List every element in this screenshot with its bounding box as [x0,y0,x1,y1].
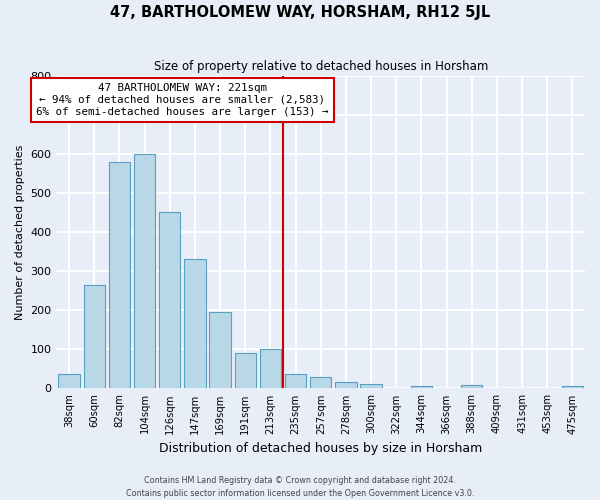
Y-axis label: Number of detached properties: Number of detached properties [15,144,25,320]
Text: 47 BARTHOLOMEW WAY: 221sqm
← 94% of detached houses are smaller (2,583)
6% of se: 47 BARTHOLOMEW WAY: 221sqm ← 94% of deta… [36,84,329,116]
Bar [209,312,231,388]
Bar [461,384,482,388]
Text: 47, BARTHOLOMEW WAY, HORSHAM, RH12 5JL: 47, BARTHOLOMEW WAY, HORSHAM, RH12 5JL [110,5,490,20]
Bar [411,386,432,388]
Bar [109,162,130,388]
Bar [235,353,256,388]
Bar [335,382,356,388]
Bar [285,374,307,388]
Bar [310,376,331,388]
Bar [361,384,382,388]
Bar [184,260,206,388]
Bar [134,154,155,388]
Text: Contains HM Land Registry data © Crown copyright and database right 2024.
Contai: Contains HM Land Registry data © Crown c… [126,476,474,498]
Bar [58,374,80,388]
Bar [83,285,105,389]
Bar [260,350,281,389]
X-axis label: Distribution of detached houses by size in Horsham: Distribution of detached houses by size … [159,442,482,455]
Title: Size of property relative to detached houses in Horsham: Size of property relative to detached ho… [154,60,488,73]
Bar [562,386,583,388]
Bar [159,212,181,388]
